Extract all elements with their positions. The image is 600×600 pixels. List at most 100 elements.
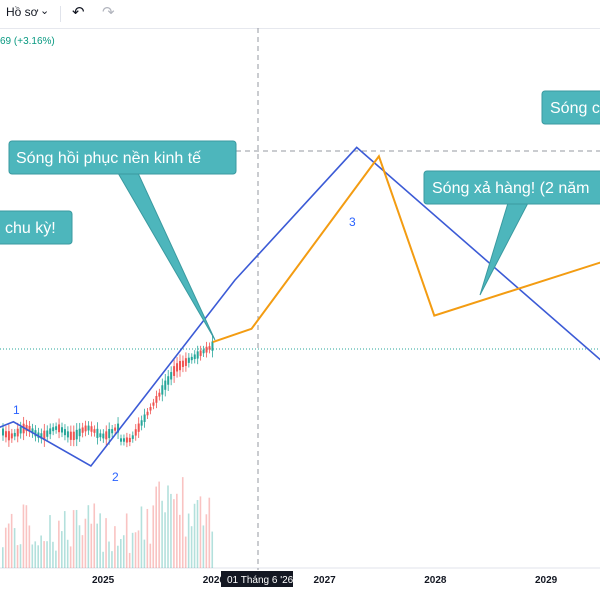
callout-c[interactable]: Sóng c: [541, 90, 600, 125]
candle-body: [176, 363, 179, 372]
volume-bar: [72, 510, 75, 568]
candle-body: [93, 429, 96, 433]
volume-bar: [125, 513, 128, 568]
candle-body: [4, 431, 7, 438]
candle-body: [179, 361, 181, 371]
volume-bar: [131, 532, 134, 568]
candle-body: [40, 433, 43, 439]
undo-icon[interactable]: ↶: [72, 4, 85, 21]
candle-body: [28, 425, 31, 432]
elliott-wave-line: [0, 146, 600, 468]
projection-line: [212, 154, 600, 344]
volume-bar: [114, 526, 116, 568]
candlestick-series: [2, 334, 214, 448]
candle-body: [196, 351, 199, 359]
candle-body: [187, 357, 190, 363]
volume-bar: [81, 535, 84, 568]
volume-bar: [211, 531, 214, 568]
candle-body: [90, 426, 93, 432]
candle-body: [134, 429, 137, 436]
candle-body: [72, 431, 75, 441]
callout-cycle[interactable]: chu kỳ!: [0, 210, 73, 245]
callout-c-text: Sóng c: [550, 100, 600, 117]
candle-body: [170, 372, 173, 380]
volume-bar: [140, 506, 143, 568]
profile-menu[interactable]: Hồ sơ: [6, 5, 39, 19]
candle-body: [152, 402, 155, 406]
volume-bar: [43, 541, 45, 568]
crosshair-time-label: 01 Tháng 6 '26: [221, 571, 294, 587]
candle-body: [84, 425, 87, 432]
chevron-down-icon[interactable]: ⌄: [40, 5, 50, 17]
volume-bar: [69, 546, 72, 568]
volume-bar: [170, 493, 172, 568]
volume-bar: [13, 528, 16, 568]
candle-body: [10, 433, 13, 439]
volume-bar: [37, 545, 39, 568]
candle-body: [49, 428, 52, 435]
candle-body: [13, 432, 16, 437]
candle-body: [81, 427, 84, 433]
candle-body: [96, 428, 99, 438]
volume-bar: [143, 539, 146, 568]
volume-bar: [108, 541, 110, 568]
volume-bar: [155, 486, 157, 568]
volume-bar: [63, 511, 66, 568]
wave-label-3: 3: [349, 215, 356, 229]
candle-body: [137, 423, 140, 432]
candle-body: [120, 438, 122, 442]
crosshair-time-text: 01 Tháng 6 '26: [227, 575, 294, 586]
candle-body: [2, 428, 4, 436]
candle-body: [190, 356, 193, 361]
volume-bar: [120, 539, 122, 568]
candle-body: [19, 427, 22, 434]
volume-bar: [173, 499, 175, 568]
candle-body: [75, 429, 78, 440]
top-toolbar: Hồ sơ ⌄ ↶ ↷: [0, 0, 600, 29]
candle-body: [16, 428, 19, 437]
volume-bar: [184, 536, 187, 568]
volume-bar: [158, 481, 160, 568]
candle-body: [193, 354, 196, 360]
candle-body: [52, 427, 55, 432]
volume-bar: [46, 541, 48, 568]
candle-body: [31, 428, 34, 434]
volume-bar: [58, 520, 60, 568]
candle-body: [205, 346, 208, 353]
volume-bar: [19, 544, 22, 568]
callout-distribution[interactable]: Sóng xả hàng! (2 năm: [423, 170, 600, 296]
candle-body: [140, 420, 143, 426]
callout-recovery-text: Sóng hồi phục nền kinh tế: [16, 150, 201, 167]
volume-bar: [105, 518, 107, 568]
candle-body: [69, 431, 72, 440]
candle-body: [102, 433, 105, 439]
volume-bar: [22, 504, 25, 568]
redo-icon[interactable]: ↷: [102, 4, 115, 21]
callout-recovery[interactable]: Sóng hồi phục nền kinh tế: [8, 140, 237, 341]
candle-body: [46, 430, 49, 437]
volume-bar: [181, 477, 184, 568]
x-tick-2026: 2026: [203, 575, 226, 586]
volume-bar: [66, 539, 69, 568]
wave-label-2: 2: [112, 470, 119, 484]
x-tick-2027: 2027: [314, 575, 337, 586]
volume-bar: [134, 532, 137, 568]
candle-body: [111, 429, 114, 434]
volume-bars: [2, 477, 214, 568]
volume-bar: [84, 518, 87, 568]
volume-bar: [102, 551, 104, 568]
volume-bar: [202, 525, 205, 568]
candle-body: [43, 430, 46, 441]
volume-bar: [152, 505, 155, 568]
volume-bar: [193, 503, 196, 568]
volume-bar: [122, 535, 125, 568]
callout-cycle-text: chu kỳ!: [5, 220, 56, 237]
candle-body: [128, 437, 131, 443]
candle-body: [108, 428, 111, 439]
volume-bar: [149, 543, 152, 568]
volume-bar: [90, 523, 93, 568]
volume-bar: [146, 508, 149, 568]
candle-body: [184, 358, 187, 366]
volume-bar: [52, 541, 54, 568]
